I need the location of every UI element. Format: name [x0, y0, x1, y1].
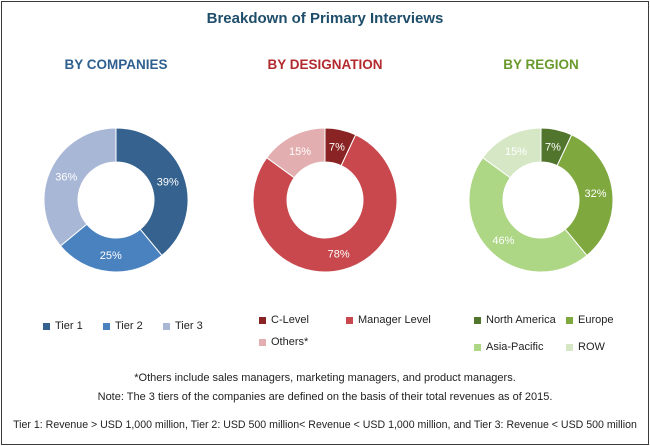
legend-swatch: [566, 316, 573, 324]
legend-label: Tier 3: [175, 320, 203, 332]
designation-title: BY DESIGNATION: [267, 57, 383, 72]
legend-swatch: [259, 338, 266, 346]
legend-item-row: ROW: [566, 341, 605, 353]
legend-item-asia-pacific: Asia-Pacific: [474, 341, 543, 353]
legend-label: C-Level: [271, 314, 309, 326]
legend-swatch: [103, 322, 110, 330]
region-donut-chart: 7% 32% 46% 15%: [468, 127, 614, 273]
legend-swatch: [566, 343, 573, 351]
legend-swatch: [43, 322, 50, 330]
data-label: 46%: [492, 235, 514, 247]
footnote-others: *Others include sales managers, marketin…: [134, 372, 516, 384]
data-label: 32%: [585, 188, 607, 200]
companies-donut-chart: 39% 25% 36%: [43, 127, 189, 273]
legend-item-manager-level: Manager Level: [346, 314, 431, 326]
donut-slice-asia-pacific: [468, 156, 588, 273]
data-label: 15%: [289, 146, 311, 158]
donut-slice-manager-level: [252, 134, 398, 273]
legend-item-others: Others*: [259, 336, 308, 348]
footnote-tiers-note: Note: The 3 tiers of the companies are d…: [97, 391, 553, 403]
chart-title: Breakdown of Primary Interviews: [206, 10, 444, 27]
companies-title: BY COMPANIES: [64, 57, 168, 72]
data-label: 7%: [329, 141, 345, 153]
designation-donut-chart: 7% 78% 15%: [252, 127, 398, 273]
legend-label: Manager Level: [358, 314, 431, 326]
legend-item-tier-3: Tier 3: [163, 320, 203, 332]
data-label: 36%: [55, 172, 77, 184]
legend-item-tier-2: Tier 2: [103, 320, 143, 332]
legend-item-europe: Europe: [566, 314, 613, 326]
donut-slice-tier-1: [115, 127, 189, 257]
footnote-tiers-definition: Tier 1: Revenue > USD 1,000 million, Tie…: [13, 419, 637, 431]
legend-item-tier-1: Tier 1: [43, 320, 83, 332]
legend-item-c-level: C-Level: [259, 314, 309, 326]
legend-item-north-america: North America: [474, 314, 556, 326]
legend-swatch: [474, 343, 481, 351]
donut-slice-row: [482, 127, 542, 179]
data-label: 15%: [505, 146, 527, 158]
legend-label: Others*: [271, 336, 309, 348]
legend-swatch: [346, 316, 353, 324]
legend-swatch: [163, 322, 170, 330]
donut-slice-others: [266, 127, 326, 179]
donut-slice-tier-3: [43, 127, 117, 247]
legend-swatch: [474, 316, 481, 324]
region-title: BY REGION: [503, 57, 579, 72]
legend-label: Tier 2: [115, 320, 143, 332]
legend-label: North America: [486, 314, 556, 326]
data-label: 7%: [545, 141, 561, 153]
legend-label: Asia-Pacific: [486, 341, 544, 353]
data-label: 25%: [100, 250, 122, 262]
legend-swatch: [259, 316, 266, 324]
donut-slice-europe: [556, 134, 614, 257]
data-label: 78%: [328, 248, 350, 260]
legend-label: Europe: [578, 314, 614, 326]
legend-label: ROW: [578, 341, 605, 353]
legend-label: Tier 1: [55, 320, 83, 332]
data-label: 39%: [157, 176, 179, 188]
